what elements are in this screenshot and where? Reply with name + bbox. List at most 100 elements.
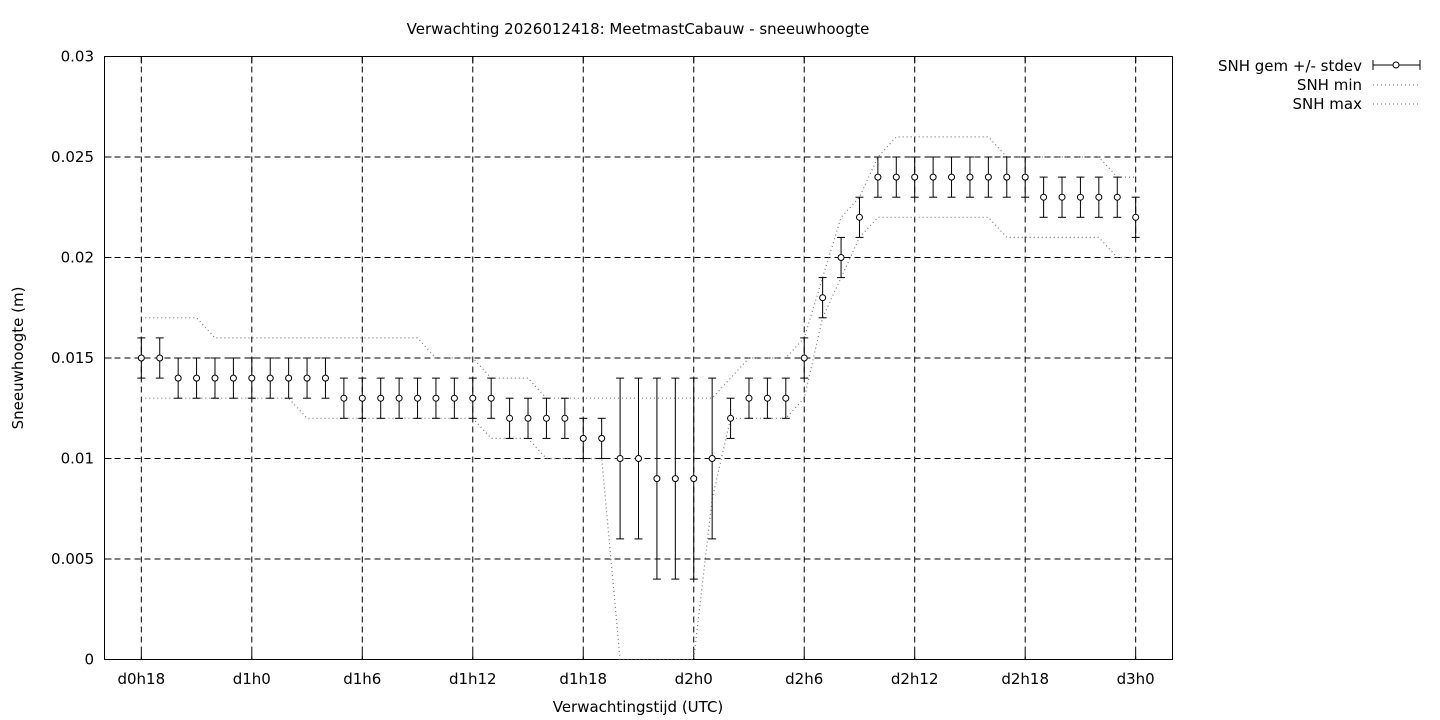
data-point — [211, 374, 219, 382]
data-point — [542, 414, 550, 422]
y-tick-label: 0 — [84, 651, 94, 669]
data-point — [340, 394, 348, 402]
data-point — [193, 374, 201, 382]
data-point — [579, 434, 587, 442]
errorbar-point — [597, 417, 606, 459]
data-point — [800, 354, 808, 362]
data-point — [450, 394, 458, 402]
errorbar-point — [947, 156, 956, 198]
errorbar-point — [303, 357, 312, 399]
data-point — [745, 394, 753, 402]
errorbar-point — [579, 417, 588, 459]
errorbar-point — [155, 337, 164, 379]
errorbar-point — [634, 377, 643, 540]
data-point — [285, 374, 293, 382]
data-point — [892, 173, 900, 181]
data-point — [727, 414, 735, 422]
data-point — [358, 394, 366, 402]
x-tick-label: d3h0 — [1117, 670, 1155, 688]
data-point — [911, 173, 919, 181]
grid — [104, 56, 1173, 660]
data-point — [671, 475, 679, 483]
legend-label-snh-min: SNH min — [1297, 76, 1362, 94]
data-point — [1113, 193, 1121, 201]
data-point — [616, 455, 624, 462]
errorbar-point — [1131, 196, 1140, 238]
errorbar-point — [708, 377, 717, 540]
errorbar-point — [1076, 176, 1085, 218]
errorbar-point — [689, 377, 698, 580]
errorbar-point — [652, 377, 661, 580]
x-tick-label: d1h12 — [449, 670, 497, 688]
data-point — [948, 173, 956, 181]
x-tick-label: d0h18 — [117, 670, 165, 688]
errorbar-point — [468, 377, 477, 419]
errorbar-point — [1094, 176, 1103, 218]
data-point — [782, 394, 790, 402]
data-point — [303, 374, 311, 382]
data-point — [929, 173, 937, 181]
errorbar-point — [892, 156, 901, 198]
data-point — [598, 434, 606, 442]
y-tick-label: 0.02 — [61, 249, 94, 267]
errorbar-point — [616, 377, 625, 540]
data-point — [506, 414, 514, 422]
x-tick-label: d1h6 — [343, 670, 381, 688]
errorbar-point — [1039, 176, 1048, 218]
errorbar-point — [1002, 156, 1011, 198]
errorbar-point — [395, 377, 404, 419]
x-tick-label: d2h18 — [1001, 670, 1049, 688]
errorbar-point — [873, 156, 882, 198]
errorbar-point — [505, 397, 514, 439]
errorbar-point — [800, 337, 809, 379]
errorbar-point — [965, 156, 974, 198]
data-point — [855, 213, 863, 221]
x-axis-ticks: d0h18 d1h0 d1h6 d1h12 d1h18 d2h0 d2h6 d2h12 d2h1… — [117, 56, 1155, 688]
data-point — [1095, 193, 1103, 201]
errorbar-point — [744, 377, 753, 419]
x-tick-label: d2h6 — [785, 670, 823, 688]
errorbar-point — [376, 377, 385, 419]
data-point — [1003, 173, 1011, 181]
y-tick-label: 0.025 — [51, 148, 94, 166]
errorbar-point — [542, 397, 551, 439]
errorbar-point — [266, 357, 275, 399]
data-point — [377, 394, 385, 402]
data-point — [763, 394, 771, 402]
data-point — [432, 394, 440, 402]
data-point — [487, 394, 495, 402]
errorbar-point — [524, 397, 533, 439]
data-point — [819, 294, 827, 302]
data-point — [266, 374, 274, 382]
data-point — [1132, 213, 1140, 221]
errorbar-point — [413, 377, 422, 419]
errorbar-point — [174, 357, 183, 399]
data-point — [653, 475, 661, 483]
data-point — [1076, 193, 1084, 201]
data-point — [248, 374, 256, 382]
errorbar-point — [321, 357, 330, 399]
errorbar-point — [984, 156, 993, 198]
errorbar-point — [487, 377, 496, 419]
errorbar-point — [855, 196, 864, 238]
errorbar-point — [726, 397, 735, 439]
data-point — [561, 414, 569, 422]
data-point — [635, 455, 642, 462]
data-point — [874, 173, 882, 181]
errorbar-point — [910, 156, 919, 198]
errorbar-point — [763, 377, 772, 419]
y-tick-label: 0.005 — [51, 550, 94, 568]
y-tick-label: 0.015 — [51, 349, 94, 367]
errorbar-point — [560, 397, 569, 439]
y-axis-ticks: 0 0.005 0.01 0.015 0.02 0.025 0.03 — [51, 48, 1173, 669]
data-point — [156, 354, 164, 362]
data-point — [469, 394, 477, 402]
errorbar-point — [781, 377, 790, 419]
errorbar-point — [837, 236, 846, 279]
data-point — [837, 254, 845, 261]
legend-label-snh-gem: SNH gem +/- stdev — [1218, 57, 1362, 75]
data-point — [1040, 193, 1048, 201]
x-axis-label: Verwachtingstijd (UTC) — [553, 698, 724, 716]
errorbar-point — [1058, 176, 1067, 218]
data-point — [137, 354, 145, 362]
